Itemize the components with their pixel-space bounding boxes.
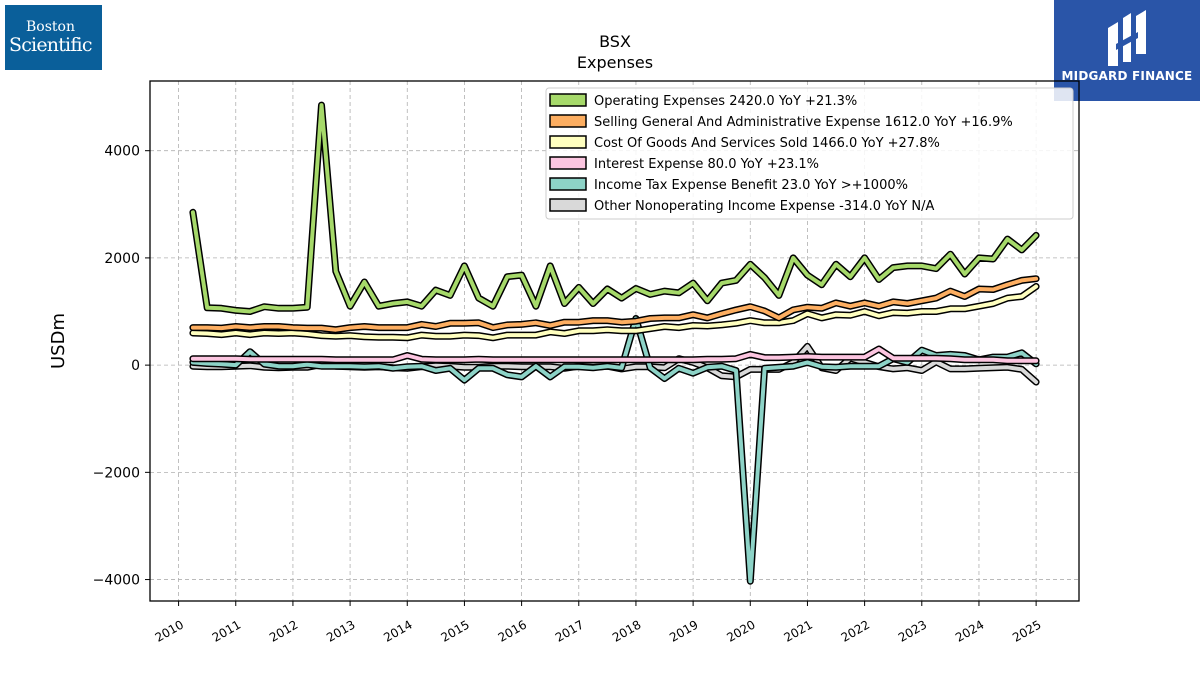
x-tick-label: 2024 [953,617,986,644]
midgard-finance-logo: MIDGARD FINANCE [1054,0,1200,101]
x-tick-label: 2018 [610,617,643,644]
x-tick-label: 2019 [667,617,700,644]
y-tick-label: 2000 [104,251,140,267]
logo-left-line1: Boston [26,19,75,35]
x-tick-label: 2011 [210,617,243,644]
series-line-operating-expenses [190,103,1039,314]
x-tick-label: 2025 [1010,617,1043,644]
series-line-interest-expense [190,347,1039,363]
y-tick-label: −4000 [93,573,140,589]
x-tick-label: 2015 [438,617,471,644]
chart-subtitle: Expenses [577,53,653,72]
x-tick-label: 2010 [153,617,186,644]
legend-entry: Other Nonoperating Income Expense -314.0… [594,199,934,214]
x-tick-label: 2020 [724,617,757,644]
legend-swatch [549,135,587,149]
legend-entry: Operating Expenses 2420.0 YoY +21.3% [594,94,857,109]
y-tick-label: 0 [131,358,140,374]
legend-swatch [549,156,587,170]
plot-area-frame [149,80,1080,602]
x-tick-label: 2016 [496,617,529,644]
legend-entry: Income Tax Expense Benefit 23.0 YoY >+10… [594,178,908,193]
legend-entry: Interest Expense 80.0 YoY +23.1% [594,157,819,172]
chart-title: BSX [599,32,631,51]
legend-entry: Cost Of Goods And Services Sold 1466.0 Y… [594,136,940,151]
x-tick-label: 2017 [553,617,586,644]
y-axis-label: USDm [48,313,69,369]
logo-left-line2: Scientific [9,34,92,56]
boston-scientific-logo: Boston Scientific [5,5,102,70]
x-tick-label: 2013 [324,617,357,644]
x-tick-label: 2021 [781,617,814,644]
series-lines [189,101,1040,585]
midgard-emblem-icon [1108,10,1146,66]
legend-swatch [549,198,587,212]
legend-swatch [549,114,587,128]
x-tick-label: 2022 [839,617,872,644]
series-line-selling-general-and-administrative-expense [190,276,1039,332]
y-tick-label: −2000 [93,465,140,481]
legend-swatch [549,177,587,191]
legend-entry: Selling General And Administrative Expen… [594,115,1013,130]
y-tick-label: 4000 [104,144,140,160]
x-tick-label: 2014 [381,617,414,644]
logo-right-text: MIDGARD FINANCE [1061,69,1193,83]
legend-box [545,87,1074,220]
x-tick-label: 2012 [267,617,300,644]
x-tick-label: 2023 [896,617,929,644]
series-line-cost-of-goods-and-services-sold [190,284,1039,340]
legend: Operating Expenses 2420.0 YoY +21.3% Sell… [545,87,1074,220]
legend-swatch [549,93,587,107]
